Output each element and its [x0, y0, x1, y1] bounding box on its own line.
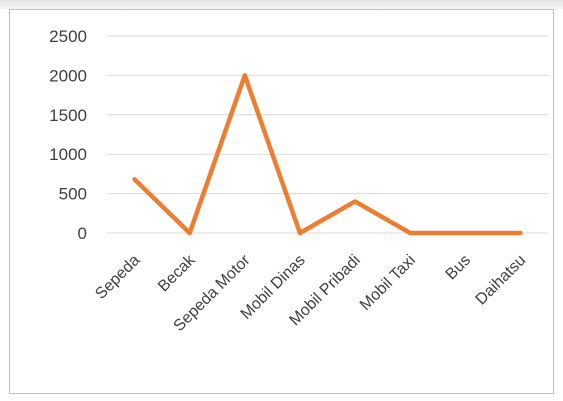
gridlines: [107, 35, 548, 234]
series-layer: [132, 73, 523, 236]
y-tick-label: 2000: [49, 66, 87, 85]
y-axis-ticks: 0 500 1000 1500 2000 2500: [49, 27, 87, 243]
y-tick-label: 2500: [49, 27, 87, 46]
y-tick-label: 1500: [49, 106, 87, 125]
y-tick-label: 500: [59, 185, 87, 204]
data-point: [353, 199, 358, 204]
data-point: [408, 231, 413, 235]
x-tick-label: Sepeda: [92, 252, 143, 303]
x-tick-label: Becak: [155, 251, 199, 295]
top-strip: [0, 0, 563, 9]
data-point: [297, 231, 302, 235]
data-point: [132, 177, 137, 182]
x-tick-label: Mobil Taxi: [357, 252, 419, 314]
data-point: [463, 231, 468, 235]
data-point: [187, 231, 192, 235]
data-point: [242, 73, 247, 78]
x-tick-label: Daihatsu: [473, 252, 530, 309]
y-tick-label: 1000: [49, 145, 87, 164]
x-tick-label: Bus: [443, 252, 475, 284]
series-line-0: [132, 73, 523, 236]
y-tick-label: 0: [78, 224, 87, 243]
data-point: [518, 231, 523, 235]
chart-frame: [9, 9, 554, 394]
